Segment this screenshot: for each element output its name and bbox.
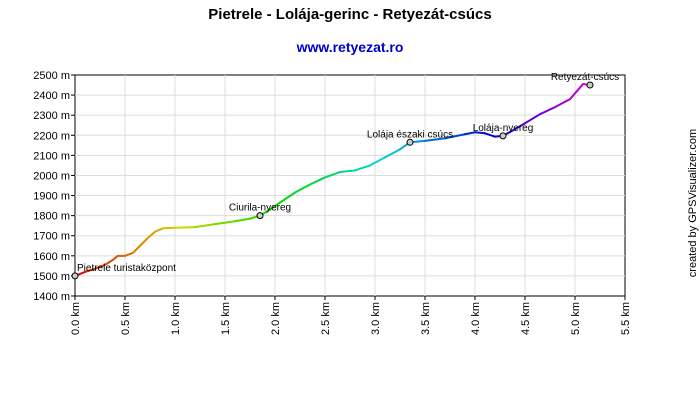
y-tick-label: 1600 m bbox=[33, 251, 70, 263]
x-tick-label: 1.5 km bbox=[220, 302, 232, 335]
waypoint-label: Ciurila-nyereg bbox=[229, 203, 291, 214]
profile-segment bbox=[384, 148, 401, 159]
profile-segment bbox=[154, 227, 164, 233]
y-tick-label: 2100 m bbox=[33, 150, 70, 162]
chart-title: Pietrele - Lolája-gerinc - Retyezát-csúc… bbox=[208, 6, 491, 23]
profile-segment bbox=[104, 258, 114, 266]
waypoint-marker[interactable] bbox=[586, 81, 594, 89]
x-tick-label: 2.0 km bbox=[270, 302, 282, 335]
profile-segment bbox=[324, 171, 341, 179]
profile-segment bbox=[84, 267, 96, 273]
waypoint-marker[interactable] bbox=[256, 212, 264, 220]
y-tick-label: 1900 m bbox=[33, 191, 70, 203]
y-tick-label: 1700 m bbox=[33, 231, 70, 243]
profile-segment bbox=[269, 201, 281, 211]
profile-segment bbox=[309, 176, 326, 186]
x-tick-label: 1.0 km bbox=[170, 302, 182, 335]
profile-segment bbox=[112, 254, 119, 261]
x-tick-label: 2.5 km bbox=[320, 302, 332, 335]
y-tick-label: 1800 m bbox=[33, 211, 70, 223]
y-tick-label: 2500 m bbox=[33, 70, 70, 82]
plot-area bbox=[74, 74, 626, 297]
profile-segment bbox=[514, 122, 526, 131]
profile-segment bbox=[464, 131, 476, 136]
profile-segment bbox=[554, 98, 571, 109]
profile-segment bbox=[294, 183, 311, 194]
waypoint-marker[interactable] bbox=[499, 132, 507, 140]
profile-segment bbox=[214, 220, 236, 226]
profile-segment bbox=[234, 217, 251, 223]
profile-segment bbox=[424, 137, 446, 142]
profile-segment bbox=[194, 223, 216, 229]
profile-segment bbox=[132, 244, 141, 254]
profile-segment bbox=[484, 132, 496, 138]
x-tick-label: 5.0 km bbox=[570, 302, 582, 335]
y-tick-label: 2400 m bbox=[33, 90, 70, 102]
waypoint-label: Lolája-nyereg bbox=[473, 123, 534, 134]
x-tick-label: 0.0 km bbox=[70, 302, 82, 335]
profile-segment bbox=[174, 226, 196, 229]
waypoints: Pietrele turistaközpont Ciurila-nyereg Lol… bbox=[71, 72, 619, 280]
chart-subtitle[interactable]: www.retyezat.ro bbox=[296, 39, 404, 55]
profile-segment bbox=[444, 133, 466, 140]
y-tick-label: 2300 m bbox=[33, 110, 70, 122]
profile-segment bbox=[524, 113, 541, 125]
profile-segment bbox=[539, 106, 556, 116]
waypoint-marker[interactable] bbox=[406, 138, 414, 146]
profile-segment bbox=[146, 230, 156, 240]
profile-segment bbox=[94, 263, 106, 270]
profile-segment bbox=[124, 251, 134, 257]
waypoint-label: Pietrele turistaközpont bbox=[77, 263, 176, 274]
axis-ticks: 1400 m 1500 m 1600 m 1700 m 1800 m 1900 m 2000… bbox=[33, 70, 632, 335]
x-tick-label: 0.5 km bbox=[120, 302, 132, 335]
profile-segment bbox=[162, 226, 176, 230]
y-tick-label: 1400 m bbox=[33, 291, 70, 303]
x-tick-label: 5.5 km bbox=[620, 302, 632, 335]
credit-text: created by GPSVisualizer.com bbox=[687, 129, 699, 277]
waypoint-label: Retyezát-csúcs bbox=[551, 72, 619, 83]
x-tick-label: 4.0 km bbox=[470, 302, 482, 335]
profile-segment bbox=[354, 164, 371, 172]
x-tick-label: 4.5 km bbox=[520, 302, 532, 335]
y-tick-label: 2200 m bbox=[33, 130, 70, 142]
x-tick-label: 3.0 km bbox=[370, 302, 382, 335]
waypoint-label: Lolája északi csúcs bbox=[367, 129, 453, 140]
profile-segment bbox=[279, 191, 296, 204]
y-tick-label: 2000 m bbox=[33, 170, 70, 182]
profile-segment bbox=[474, 131, 486, 135]
profile-segment bbox=[569, 90, 578, 101]
profile-segment bbox=[576, 83, 584, 93]
profile-segment bbox=[369, 156, 386, 167]
waypoint-marker[interactable] bbox=[71, 272, 79, 280]
profile-segment bbox=[139, 237, 148, 247]
profile-segment bbox=[339, 169, 356, 174]
y-tick-label: 1500 m bbox=[33, 271, 70, 283]
x-tick-label: 3.5 km bbox=[420, 302, 432, 335]
grid-lines bbox=[75, 75, 625, 296]
